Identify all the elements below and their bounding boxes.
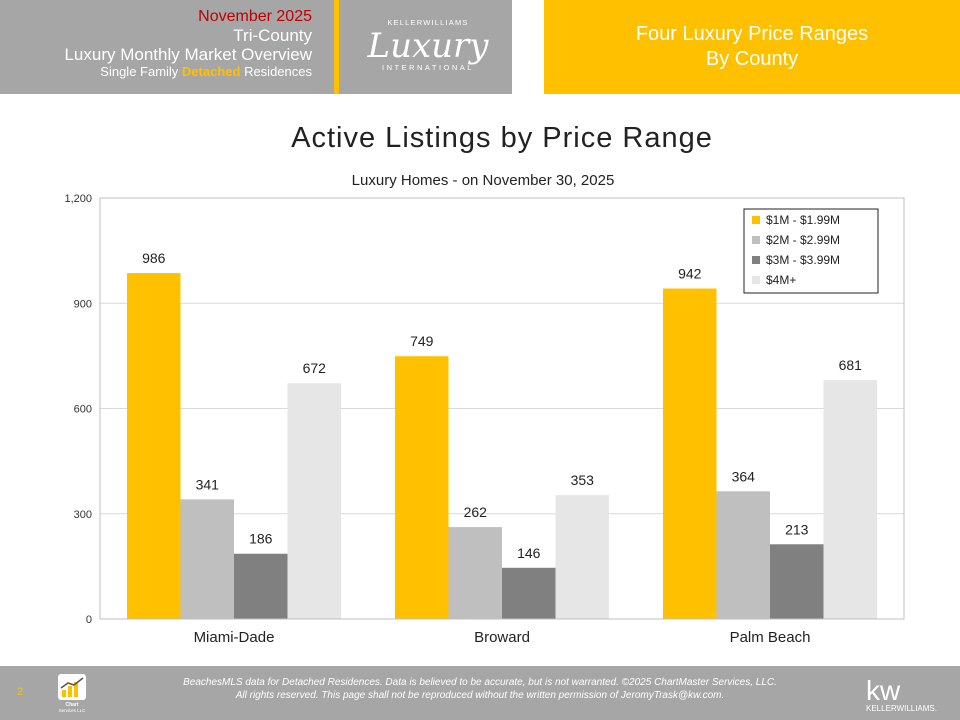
category-label: Broward (474, 629, 530, 646)
footer: 2 Chart Services LLC BeachesMLS data for… (0, 666, 960, 720)
report-title: Luxury Monthly Market Overview (64, 44, 312, 64)
chart-title: Active Listings by Price Range (291, 122, 713, 154)
bar (716, 491, 770, 619)
bar-value-label: 146 (517, 545, 541, 561)
legend-swatch (752, 236, 760, 244)
bar (127, 273, 181, 619)
chart-legend: $1M - $1.99M $2M - $2.99M $3M - $3.99M $4M+ (743, 208, 879, 294)
legend-box (743, 208, 879, 294)
category-label: Palm Beach (730, 629, 811, 646)
chartmaster-logo-bar (68, 686, 72, 697)
bars-layer (127, 273, 877, 619)
header-text-block: November 2025 Tri-County Luxury Monthly … (0, 8, 312, 80)
subtitle-suffix: Residences (240, 63, 312, 79)
bar-chart: 986 341 186 672 749 262 146 353 942 364 213 681 0 30… (64, 193, 905, 646)
bar-value-label: 213 (785, 521, 809, 537)
subtitle-highlight: Detached (181, 63, 241, 79)
footer-line1: BeachesMLS data for Detached Residences.… (183, 677, 777, 688)
chartmaster-logo: Chart Services LLC (58, 674, 87, 713)
bar-value-label: 262 (464, 504, 488, 520)
bar-value-label: 341 (196, 476, 220, 492)
bar (502, 567, 556, 619)
legend-swatch (752, 216, 760, 224)
logo-top-text: KELLERWILLIAMS (387, 18, 468, 27)
kw-logo-mark: kw (866, 675, 901, 706)
page-number: 2 (17, 686, 24, 698)
section-title-line2: By County (705, 48, 799, 70)
bar-value-label: 672 (303, 360, 327, 376)
bar (234, 553, 288, 619)
bar-value-label: 364 (732, 468, 756, 484)
report-subtitle: Single Family Detached Residences (0, 63, 312, 80)
bar (823, 380, 877, 619)
bar-value-label: 749 (410, 333, 434, 349)
chartmaster-logo-trend (60, 677, 84, 689)
bar-value-label: 986 (142, 250, 166, 266)
bar-value-label: 942 (678, 266, 702, 282)
y-tick-label: 0 (86, 614, 92, 626)
bar (555, 495, 609, 619)
logo-bottom-text: INTERNATIONAL (382, 63, 474, 72)
section-title-line1: Four Luxury Price Ranges (635, 23, 869, 45)
axis-layer: 0 300 600 900 1,200 Miami-Dade Broward Palm Bea… (64, 193, 905, 646)
plot-frame (99, 197, 905, 620)
chart-subtitle: Luxury Homes - on November 30, 2025 (351, 172, 615, 189)
keller-williams-logo: kw KELLERWILLIAMS. (866, 675, 937, 713)
subtitle-prefix: Single Family (100, 63, 182, 79)
kw-logo-name: KELLERWILLIAMS. (866, 704, 937, 713)
footer-line2: All rights reserved. This page shall not… (235, 690, 725, 701)
chartmaster-logo-line1: Chart (65, 702, 78, 708)
bar (770, 544, 824, 619)
bar (448, 527, 502, 619)
y-tick-label: 600 (74, 404, 92, 416)
chartmaster-logo-bar (62, 690, 66, 697)
bar-value-label: 353 (571, 472, 595, 488)
bar (287, 383, 341, 619)
logo-script-text: Luxury (366, 26, 489, 66)
bar-value-label: 186 (249, 531, 273, 547)
y-tick-label: 900 (74, 298, 92, 310)
labels-layer: 986 341 186 672 749 262 146 353 942 364 213 681 (142, 250, 862, 561)
legend-label: $1M - $1.99M (766, 213, 840, 227)
legend-swatch (752, 276, 760, 284)
bar (395, 356, 449, 619)
kw-luxury-logo: KELLERWILLIAMS Luxury INTERNATIONAL (366, 18, 489, 72)
header-divider (334, 0, 339, 94)
report-date: November 2025 (198, 8, 312, 25)
y-tick-label: 1,200 (64, 193, 92, 205)
legend-label: $2M - $2.99M (766, 233, 840, 247)
legend-label: $4M+ (766, 273, 796, 287)
bar (180, 499, 234, 619)
chartmaster-logo-bar (74, 682, 78, 697)
legend-swatch (752, 256, 760, 264)
header-left-panel: November 2025 Tri-County Luxury Monthly … (0, 0, 512, 94)
report-region: Tri-County (233, 25, 312, 45)
header-right-panel: Four Luxury Price Ranges By County (544, 0, 960, 94)
bar (663, 288, 717, 619)
bar-value-label: 681 (839, 357, 863, 373)
footer-disclaimer: BeachesMLS data for Detached Residences.… (110, 676, 850, 702)
legend-label: $3M - $3.99M (766, 253, 840, 267)
chartmaster-logo-line2: Services LLC (59, 708, 87, 713)
y-tick-label: 300 (74, 509, 92, 521)
category-label: Miami-Dade (194, 629, 275, 646)
